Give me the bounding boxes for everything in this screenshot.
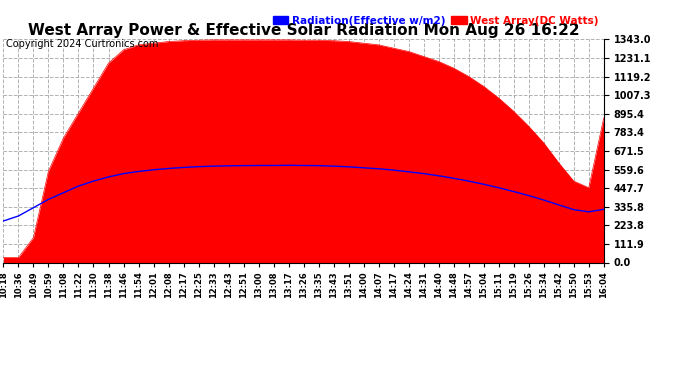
Title: West Array Power & Effective Solar Radiation Mon Aug 26 16:22: West Array Power & Effective Solar Radia… [28, 23, 580, 38]
Text: Copyright 2024 Curtronics.com: Copyright 2024 Curtronics.com [6, 39, 158, 50]
Legend: Radiation(Effective w/m2), West Array(DC Watts): Radiation(Effective w/m2), West Array(DC… [273, 16, 598, 26]
